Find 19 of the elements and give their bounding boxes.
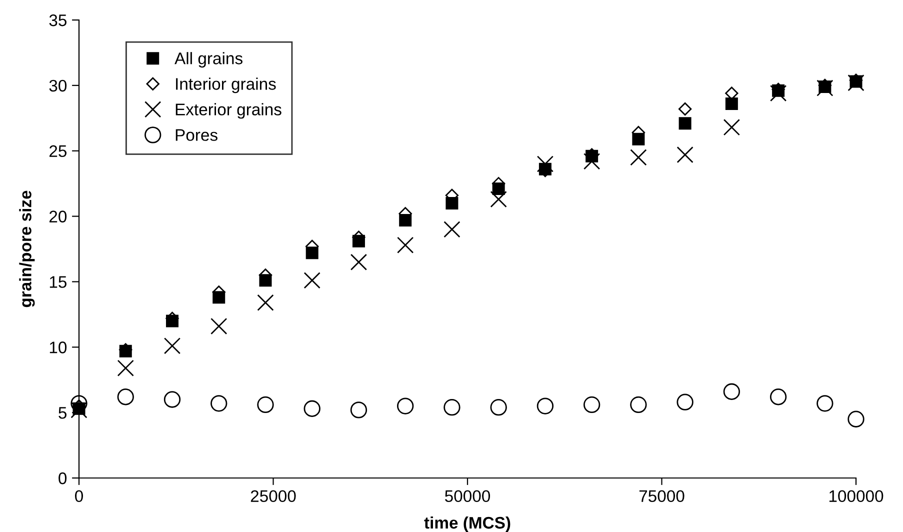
y-axis-title: grain/pore size [19,190,35,308]
y-tick-label: 10 [50,342,67,354]
y-tick-label: 35 [49,14,66,26]
x-tick-label: 50000 [444,490,490,502]
x-tick-label: 75000 [639,490,684,502]
x-tick-label: 25000 [250,490,296,502]
x-tick-label: 100000 [829,490,884,502]
y-tick-label: 15 [50,276,66,288]
x-axis-title: time (MCS) [424,516,510,532]
legend-label: Exterior grains [176,103,282,119]
legend-label: Pores [176,129,218,141]
legend-label: All grains [174,52,242,68]
y-tick-label: 25 [49,145,66,158]
legend-label: Interior grains [176,78,276,94]
y-tick-label: 20 [49,210,67,222]
y-tick-label: 0 [58,472,67,484]
x-tick-label: 0 [75,490,83,502]
y-tick-label: 30 [49,80,67,92]
y-tick-label: 5 [58,407,66,419]
